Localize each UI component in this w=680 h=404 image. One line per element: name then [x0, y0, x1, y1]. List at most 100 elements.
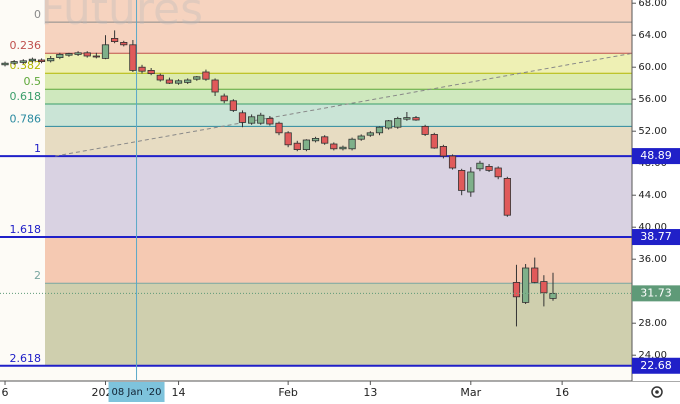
- fib-band: [45, 156, 632, 238]
- crosshair-label: 08 Jan '20: [112, 387, 162, 398]
- candle-body: [211, 79, 219, 93]
- fib-band: [45, 104, 632, 127]
- candle-body: [430, 133, 438, 149]
- candle-body: [220, 95, 228, 102]
- watermark: Futures: [40, 0, 203, 35]
- candle-body: [184, 79, 192, 83]
- candle-body: [10, 61, 18, 64]
- candle-body: [311, 137, 320, 142]
- candle-body: [412, 117, 420, 121]
- x-tick-label: Feb: [278, 386, 297, 399]
- candle-body: [47, 58, 55, 62]
- fib-label: 1: [34, 142, 41, 155]
- y-tick-label: 24.00: [638, 350, 667, 361]
- candle-body: [293, 142, 301, 150]
- price-label-box: [632, 357, 680, 374]
- candle-body: [92, 55, 100, 58]
- x-tick-label: 13: [363, 386, 377, 399]
- candle-body: [1, 62, 9, 66]
- candle-body: [476, 162, 484, 170]
- candle-body: [120, 42, 128, 46]
- candle-body: [375, 126, 384, 134]
- candle-body: [83, 52, 91, 57]
- fib-band: [45, 53, 632, 74]
- candle-body: [540, 281, 548, 294]
- x-tick-label: Mar: [460, 386, 481, 399]
- y-tick-label: 64.00: [638, 30, 667, 41]
- candle-body: [37, 59, 46, 62]
- price-label-box: [632, 148, 680, 165]
- x-axis-bg: [0, 381, 680, 404]
- candle-body: [202, 71, 210, 80]
- candle-body: [111, 38, 119, 43]
- fib-band: [45, 89, 632, 104]
- candle-body: [339, 146, 347, 150]
- candle-body: [101, 44, 110, 59]
- y-axis-bg: [632, 0, 680, 381]
- candle-body: [156, 74, 164, 81]
- candle-body: [458, 169, 466, 191]
- fib-band: [45, 73, 632, 90]
- candle-body: [257, 114, 265, 124]
- candle-body: [330, 143, 338, 150]
- fib-label: 1.618: [10, 223, 42, 236]
- fib-label: 0.5: [24, 75, 42, 88]
- candle-body: [485, 165, 493, 171]
- candle-body: [275, 122, 283, 134]
- candle-body: [56, 54, 64, 59]
- candle-body: [512, 281, 521, 298]
- candle-body: [302, 139, 311, 150]
- x-tick-label: 6: [2, 386, 9, 399]
- x-tick-label: 14: [172, 386, 186, 399]
- candle-body: [522, 267, 530, 303]
- candle-body: [421, 126, 429, 135]
- settings-icon[interactable]: [651, 386, 663, 398]
- candle-body: [357, 135, 365, 140]
- candle-body: [284, 132, 292, 146]
- price-label-box: [632, 229, 680, 246]
- candle-body: [65, 53, 73, 56]
- y-tick-label: 44.00: [638, 190, 667, 201]
- fib-label: 2: [34, 269, 41, 282]
- crosshair-tooltip: [108, 382, 165, 402]
- x-tick-label: 16: [555, 386, 569, 399]
- candle-body: [19, 60, 27, 63]
- candle-body: [321, 136, 329, 144]
- candle-body: [174, 80, 183, 84]
- candle-body: [394, 118, 402, 128]
- fib-label: 0.618: [10, 90, 42, 103]
- candle-body: [503, 177, 511, 216]
- candle-body: [74, 52, 82, 55]
- gear-center[interactable]: [655, 390, 659, 394]
- y-tick-label: 40.00: [638, 222, 667, 233]
- candle-body: [549, 292, 557, 299]
- price-label: 48.89: [640, 149, 672, 162]
- candle-body: [385, 120, 393, 129]
- candle-body: [494, 167, 502, 178]
- fib-label: 2.618: [10, 352, 42, 365]
- y-tick-label: 28.00: [638, 318, 667, 329]
- price-label-box: [632, 285, 680, 302]
- candle-body: [366, 132, 374, 136]
- candle-body: [348, 138, 356, 150]
- gear[interactable]: [651, 386, 663, 398]
- candle-body: [28, 58, 37, 62]
- candle-body: [129, 44, 137, 71]
- candle-body: [147, 70, 155, 75]
- candle-body: [448, 155, 457, 169]
- fib-band: [45, 283, 632, 366]
- candle-body: [238, 112, 247, 123]
- candle-body: [439, 145, 448, 157]
- candle-body: [165, 79, 174, 84]
- fib-label: 0: [34, 8, 41, 21]
- price-label: 31.73: [640, 286, 672, 299]
- candle-body: [467, 171, 475, 193]
- candle-body: [193, 76, 201, 80]
- fib-label: 0.236: [10, 39, 42, 52]
- y-tick-label: 68.00: [638, 0, 667, 9]
- y-tick-label: 60.00: [638, 62, 667, 73]
- fib-band: [45, 0, 632, 54]
- y-tick-label: 56.00: [638, 94, 667, 105]
- candle-body: [229, 100, 237, 111]
- candle-body: [138, 66, 146, 72]
